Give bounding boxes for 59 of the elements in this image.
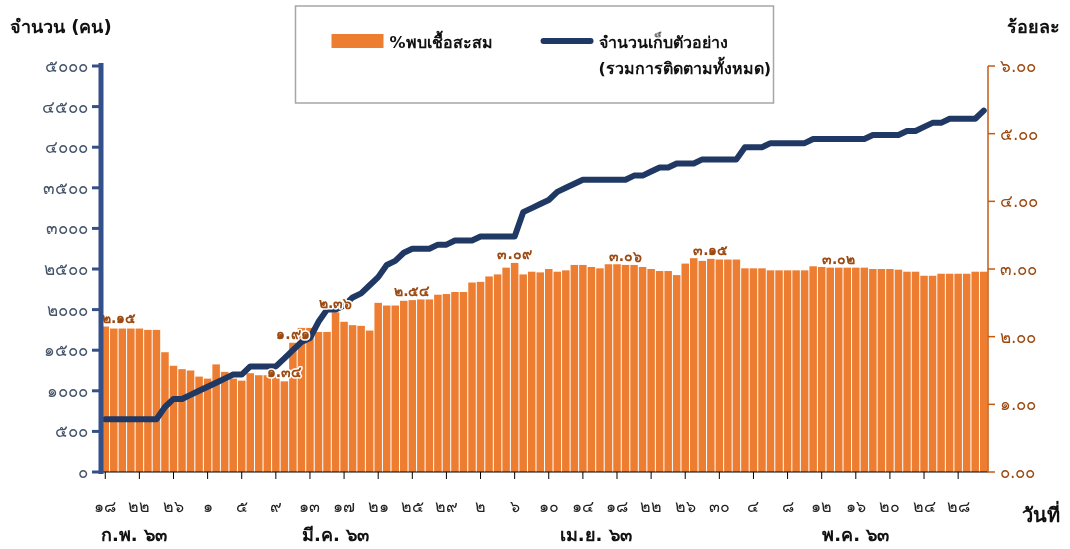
x-tick-label: ๑๘ xyxy=(606,497,628,516)
x-tick-label: ๙ xyxy=(269,497,282,516)
x-tick-label: ๑ xyxy=(202,497,213,516)
x-tick-label: ๒๕ xyxy=(400,497,424,516)
data-label: ๓.๐๒ xyxy=(822,250,856,267)
text: มี.ค. ๖๓ xyxy=(302,524,370,545)
text: เม.ย. ๖๓ xyxy=(559,524,632,545)
y-tick-label: ๒๐๐๐ xyxy=(47,299,88,320)
x-axis-title: วันที่ xyxy=(1022,500,1060,527)
x-tick-label: ๘ xyxy=(781,497,794,516)
x-tick-label: ๒๐ xyxy=(879,497,901,516)
data-label: ๒.๕๔ xyxy=(394,283,431,300)
y-tick-label: ๔๐๐๐ xyxy=(45,137,88,158)
y-tick-label: ๑๕๐๐ xyxy=(44,340,88,361)
x-tick-label: ๒๖ xyxy=(163,497,184,516)
y-axis-title: จำนวน (คน) xyxy=(10,16,112,37)
x-tick-label: ๒๒ xyxy=(640,497,663,516)
x-tick-label: ๑๐ xyxy=(538,497,559,516)
x-tick-label: ๑๒ xyxy=(811,497,833,516)
x-tick-label: ๒๒ xyxy=(128,497,151,516)
y-tick-label: ๑๐๐๐ xyxy=(47,380,88,401)
data-label: ๓.๐๙ xyxy=(497,245,532,262)
y-tick-label: ๓๕๐๐ xyxy=(43,177,88,198)
x-tick-label: ๓๐ xyxy=(708,497,730,516)
x-tick-label: ๑๖ xyxy=(845,497,866,516)
x-tick-label: ๒๖ xyxy=(674,497,696,516)
x-tick-label: ๑๔ xyxy=(571,497,594,516)
legend-label: จำนวนเก็บตัวอย่าง (รวมการติดตามทั้งหมด) xyxy=(598,31,772,78)
x-tick-label: ๖ xyxy=(509,497,520,516)
y-tick-label: ๕๐๐๐ xyxy=(45,56,88,76)
text: ก.พ. ๖๓ xyxy=(101,524,167,545)
x-tick-label: ๕ xyxy=(235,497,248,516)
y2-tick-label: ๑.๐๐ xyxy=(1000,394,1037,415)
y2-tick-label: ๐.๐๐ xyxy=(1000,462,1036,482)
x-tick-label: ๑๗ xyxy=(333,497,356,516)
data-label: ๓.๐๖ xyxy=(608,247,643,264)
y2-tick-label: ๔.๐๐ xyxy=(1000,191,1039,212)
legend-label: %พบเชื้อสะสม xyxy=(389,30,493,52)
y2-axis-title: ร้อยละ xyxy=(1007,16,1060,37)
y-tick-label: ๕๐๐ xyxy=(55,421,88,442)
y-tick-label: ๐ xyxy=(78,462,88,482)
x-tick-label: ๒๑ xyxy=(367,497,389,516)
y2-tick-label: ๖.๐๐ xyxy=(1000,56,1037,76)
y2-tick-label: ๒.๐๐ xyxy=(1000,326,1037,347)
x-tick-label: ๑๓ xyxy=(299,497,321,516)
y2-tick-label: ๕.๐๐ xyxy=(1000,123,1039,144)
text: พ.ค. ๖๓ xyxy=(822,524,890,545)
data-label: ๓.๑๕ xyxy=(693,241,729,258)
x-tick-label: ๑๘ xyxy=(94,497,117,516)
x-tick-label: ๒ xyxy=(475,497,487,516)
data-label: ๒.๑๕ xyxy=(102,309,137,326)
y2-tick-label: ๓.๐๐ xyxy=(1000,259,1038,279)
x-tick-label: ๒๙ xyxy=(434,497,458,516)
y-tick-label: ๔๕๐๐ xyxy=(42,96,88,117)
x-tick-label: ๒๘ xyxy=(946,497,970,516)
x-tick-label: ๒๔ xyxy=(912,497,936,516)
y-tick-label: ๓๐๐๐ xyxy=(46,218,88,239)
y-tick-label: ๒๕๐๐ xyxy=(44,259,88,279)
x-tick-label: ๔ xyxy=(747,497,760,516)
